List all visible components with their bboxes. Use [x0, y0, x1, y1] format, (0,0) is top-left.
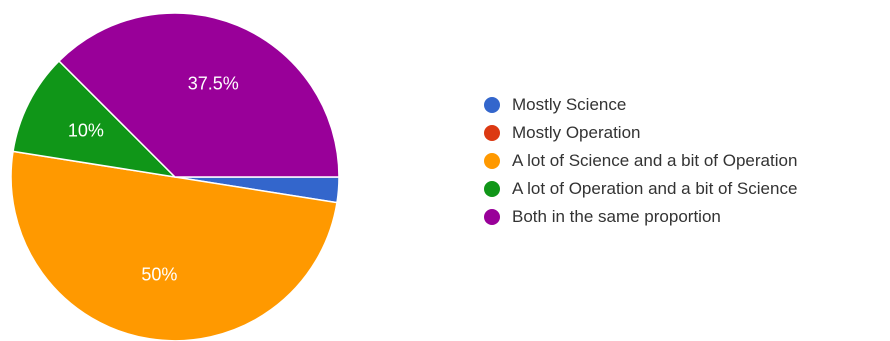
slice-data-label: 10%: [68, 120, 104, 140]
legend-swatch: [484, 181, 500, 197]
legend-label: Mostly Science: [512, 95, 627, 114]
legend-label: A lot of Operation and a bit of Science: [512, 179, 798, 198]
legend-item[interactable]: Both in the same proportion: [484, 203, 797, 231]
legend: Mostly Science Mostly Operation A lot of…: [484, 91, 797, 231]
legend-item[interactable]: Mostly Operation: [484, 119, 797, 147]
pie-slice[interactable]: [12, 59, 178, 179]
legend-swatch: [484, 209, 500, 225]
legend-label: A lot of Science and a bit of Operation: [512, 151, 798, 170]
pie-chart: 50% 10% 37.5%: [10, 12, 340, 341]
slice-data-label: 37.5%: [188, 73, 239, 93]
pie-slice[interactable]: [57, 12, 340, 178]
legend-item[interactable]: A lot of Operation and a bit of Science: [484, 175, 797, 203]
legend-item[interactable]: Mostly Science: [484, 91, 797, 119]
slice-data-label: 50%: [141, 265, 177, 285]
legend-swatch: [484, 97, 500, 113]
legend-label: Both in the same proportion: [512, 207, 721, 226]
legend-label: Mostly Operation: [512, 123, 641, 142]
legend-swatch: [484, 125, 500, 141]
pie-slice[interactable]: [10, 150, 338, 341]
legend-swatch: [484, 153, 500, 169]
legend-item[interactable]: A lot of Science and a bit of Operation: [484, 147, 797, 175]
